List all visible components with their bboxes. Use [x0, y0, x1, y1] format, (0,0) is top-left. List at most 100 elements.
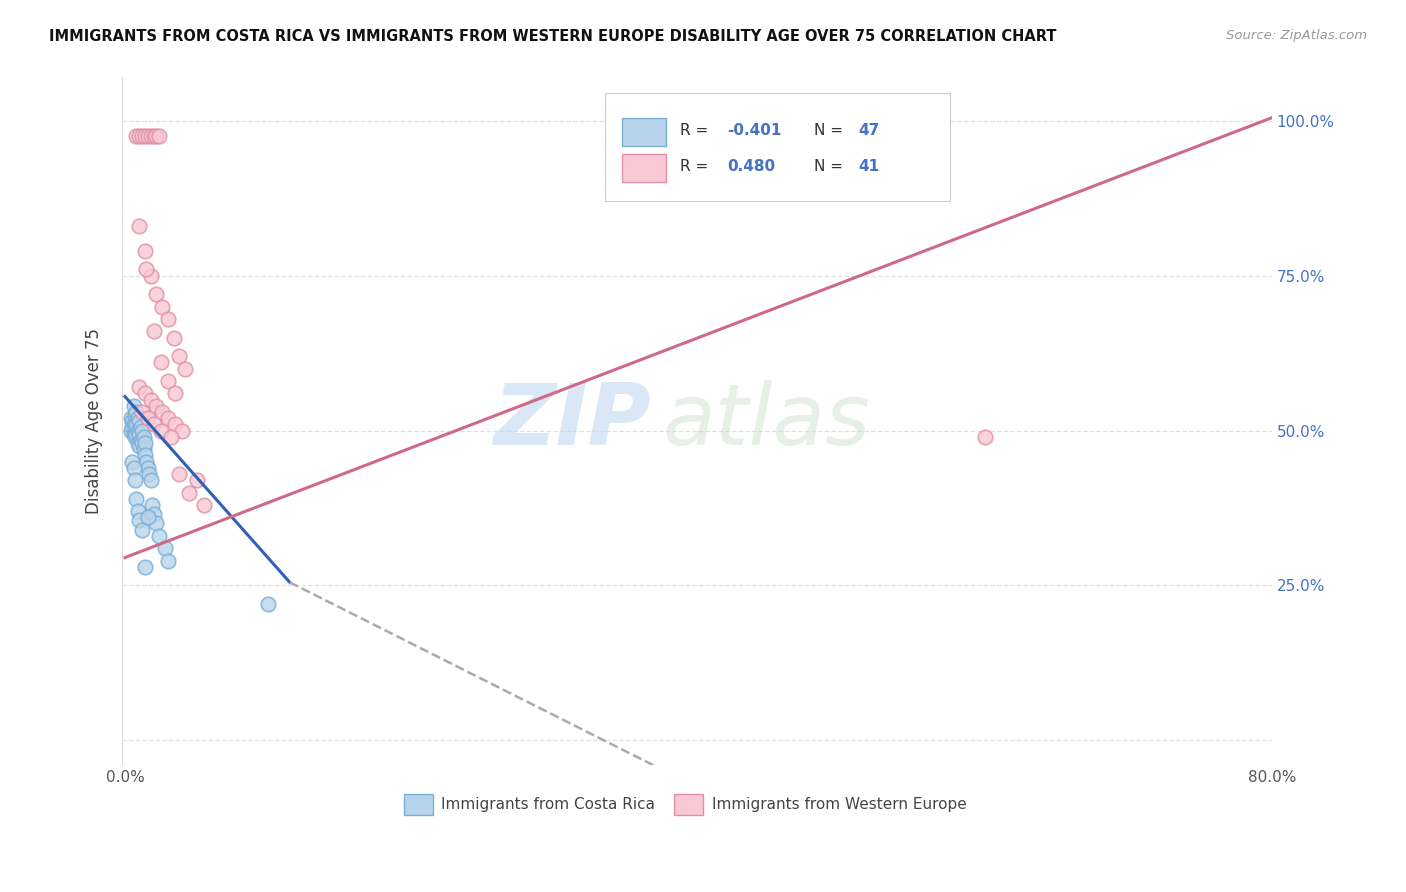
- Point: [165, 386, 187, 401]
- Text: R =: R =: [679, 160, 713, 174]
- Point: [142, 507, 165, 521]
- Point: [145, 287, 167, 301]
- Point: [122, 399, 145, 413]
- Text: Immigrants from Costa Rica: Immigrants from Costa Rica: [440, 797, 655, 812]
- Point: [156, 411, 179, 425]
- Point: [179, 485, 201, 500]
- Bar: [673, 794, 703, 814]
- FancyBboxPatch shape: [605, 93, 950, 202]
- Point: [136, 129, 159, 144]
- Point: [129, 420, 152, 434]
- Point: [120, 411, 142, 425]
- Text: atlas: atlas: [662, 380, 870, 463]
- Point: [121, 420, 143, 434]
- Point: [127, 436, 149, 450]
- Point: [145, 399, 167, 413]
- Point: [163, 331, 186, 345]
- Point: [127, 424, 149, 438]
- Point: [124, 473, 146, 487]
- Point: [142, 417, 165, 432]
- Point: [125, 405, 148, 419]
- Point: [142, 325, 165, 339]
- Point: [149, 355, 172, 369]
- Text: Source: ZipAtlas.com: Source: ZipAtlas.com: [1226, 29, 1367, 42]
- Point: [134, 386, 156, 401]
- Point: [174, 361, 197, 376]
- Point: [128, 129, 150, 144]
- Point: [131, 436, 153, 450]
- Point: [135, 454, 157, 468]
- Point: [129, 433, 152, 447]
- Point: [120, 424, 142, 438]
- Point: [139, 473, 162, 487]
- Point: [142, 129, 165, 144]
- Point: [156, 312, 179, 326]
- Point: [169, 467, 191, 481]
- Point: [127, 411, 149, 425]
- Point: [193, 498, 215, 512]
- Point: [128, 513, 150, 527]
- Point: [125, 491, 148, 506]
- Bar: [404, 794, 433, 814]
- Text: 0.480: 0.480: [727, 160, 775, 174]
- Point: [134, 129, 156, 144]
- Point: [134, 448, 156, 462]
- Point: [134, 244, 156, 258]
- Text: 41: 41: [858, 160, 879, 174]
- Point: [128, 414, 150, 428]
- Point: [121, 414, 143, 428]
- Point: [131, 424, 153, 438]
- Text: -0.401: -0.401: [727, 123, 782, 138]
- Point: [136, 411, 159, 425]
- Point: [134, 559, 156, 574]
- Point: [139, 392, 162, 407]
- Point: [128, 426, 150, 441]
- Point: [172, 424, 194, 438]
- Point: [132, 442, 155, 457]
- Text: ZIP: ZIP: [494, 380, 651, 463]
- Point: [131, 523, 153, 537]
- Point: [125, 426, 148, 441]
- Text: 47: 47: [858, 123, 879, 138]
- Point: [169, 349, 191, 363]
- Text: R =: R =: [679, 123, 713, 138]
- Point: [128, 439, 150, 453]
- Point: [132, 430, 155, 444]
- Point: [139, 268, 162, 283]
- Point: [148, 129, 170, 144]
- Point: [134, 436, 156, 450]
- Text: Immigrants from Western Europe: Immigrants from Western Europe: [711, 797, 967, 812]
- Point: [165, 417, 187, 432]
- Point: [153, 541, 176, 556]
- Point: [156, 374, 179, 388]
- Point: [122, 417, 145, 432]
- Point: [121, 454, 143, 468]
- Point: [145, 129, 167, 144]
- Point: [128, 219, 150, 234]
- Text: N =: N =: [814, 160, 848, 174]
- Text: N =: N =: [814, 123, 848, 138]
- Point: [139, 129, 162, 144]
- Point: [141, 498, 163, 512]
- Point: [150, 405, 173, 419]
- Point: [138, 467, 160, 481]
- Point: [125, 417, 148, 432]
- Point: [122, 426, 145, 441]
- Y-axis label: Disability Age Over 75: Disability Age Over 75: [86, 328, 103, 515]
- Point: [156, 554, 179, 568]
- Point: [124, 408, 146, 422]
- Point: [974, 430, 997, 444]
- Bar: [623, 118, 666, 145]
- Point: [124, 420, 146, 434]
- Point: [128, 380, 150, 394]
- Point: [148, 529, 170, 543]
- Point: [257, 597, 280, 611]
- Point: [124, 430, 146, 444]
- Point: [122, 460, 145, 475]
- Point: [186, 473, 208, 487]
- Text: IMMIGRANTS FROM COSTA RICA VS IMMIGRANTS FROM WESTERN EUROPE DISABILITY AGE OVER: IMMIGRANTS FROM COSTA RICA VS IMMIGRANTS…: [49, 29, 1057, 44]
- Point: [127, 504, 149, 518]
- Point: [131, 405, 153, 419]
- Point: [131, 129, 153, 144]
- Bar: [623, 154, 666, 182]
